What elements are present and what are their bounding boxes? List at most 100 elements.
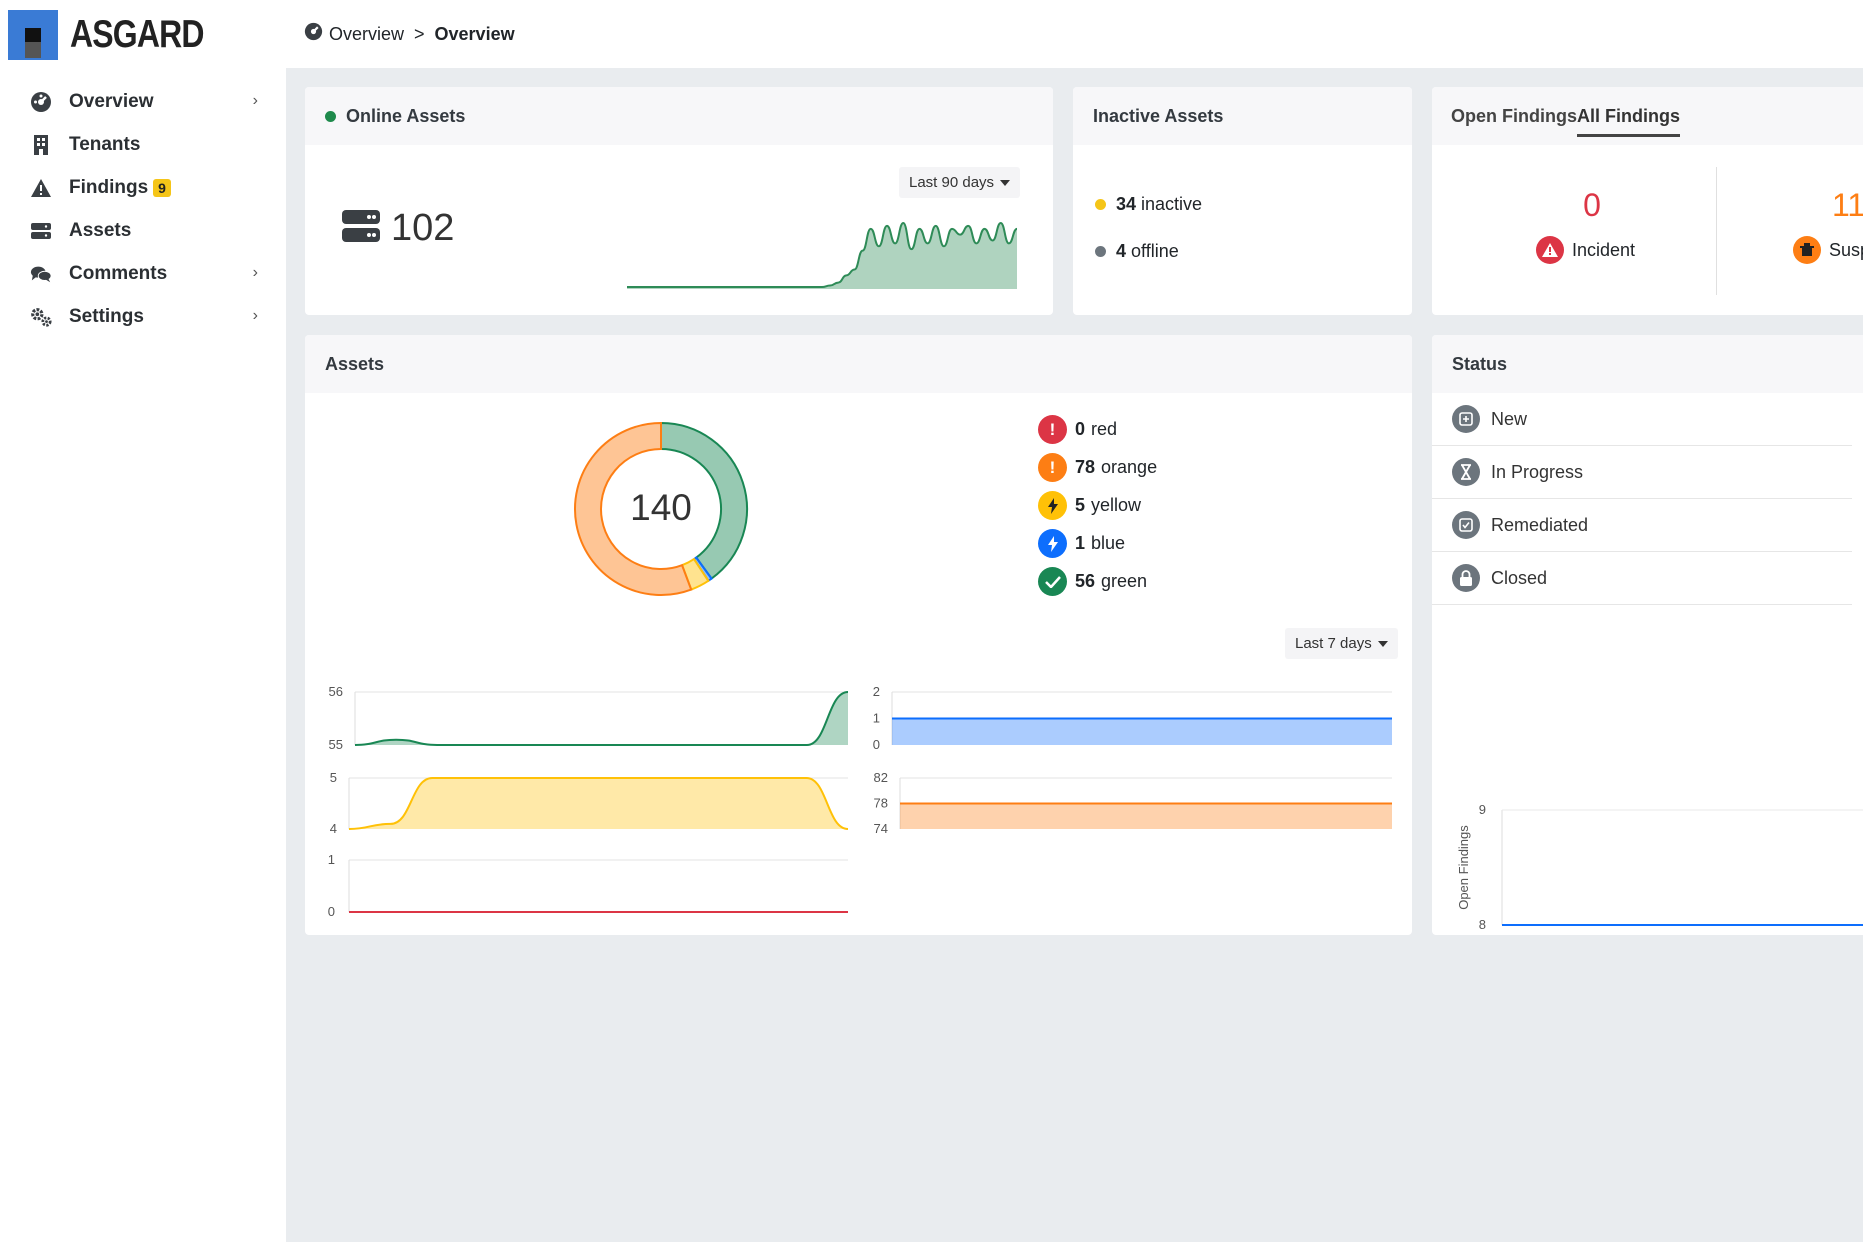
status-label: Remediated bbox=[1491, 514, 1589, 535]
tick-label-open-findings: 8 bbox=[1479, 917, 1486, 932]
status-label: In Progress bbox=[1491, 461, 1584, 482]
sidebar-item-assets[interactable]: Assets bbox=[0, 209, 286, 252]
legend-item-yellow[interactable]: 5 yellow bbox=[1038, 491, 1141, 520]
caret-down-icon bbox=[1377, 641, 1388, 648]
offline-count: 4 bbox=[1116, 241, 1127, 261]
sparkline-area bbox=[627, 223, 1017, 289]
tick-label-yellow: 5 bbox=[330, 770, 337, 785]
tick-label-red: 0 bbox=[328, 904, 335, 919]
building-icon bbox=[30, 134, 52, 156]
online-range-dropdown[interactable]: Last 90 days bbox=[899, 167, 1021, 198]
tab-all-findings[interactable]: All Findings bbox=[1577, 87, 1680, 145]
breadcrumb-root[interactable]: Overview bbox=[329, 23, 405, 44]
status-card: Status New In Progress Remediated Closed… bbox=[1432, 335, 1863, 935]
sidebar-item-label: Settings bbox=[69, 305, 144, 327]
legend-label: blue bbox=[1091, 533, 1126, 553]
sidebar-item-label: Comments bbox=[69, 262, 168, 284]
y-axis-label: Open Findings bbox=[1456, 825, 1471, 910]
series-area-blue bbox=[892, 718, 1392, 745]
chevron-right-icon: › bbox=[252, 307, 258, 324]
legend-count: 1 bbox=[1075, 533, 1086, 553]
offline-row[interactable]: 4 offline bbox=[1095, 241, 1179, 262]
warning-icon bbox=[30, 177, 52, 199]
cogs-icon bbox=[30, 306, 52, 328]
legend-count: 78 bbox=[1075, 457, 1096, 477]
open-findings-chart: 9 8 Open Findings bbox=[1456, 802, 1863, 932]
sidebar-item-overview[interactable]: Overview › bbox=[0, 80, 286, 123]
tick-label-open-findings: 9 bbox=[1479, 802, 1486, 817]
assets-header: Assets bbox=[305, 335, 1412, 393]
assets-card: Assets 140 ! 0 red ! 78 orange 5 yellow 1 bl… bbox=[305, 335, 1412, 935]
sidebar-nav: Overview › Tenants Findings 9 Assets bbox=[0, 80, 286, 338]
legend-label: green bbox=[1101, 571, 1148, 591]
legend-item-red[interactable]: ! 0 red bbox=[1038, 415, 1117, 444]
series-area-yellow bbox=[349, 778, 848, 829]
findings-count-badge: 9 bbox=[153, 178, 171, 197]
sparkline-line bbox=[627, 221, 1017, 288]
online-assets-sparkline bbox=[627, 221, 1017, 289]
series-line-green bbox=[354, 691, 849, 746]
check-icon bbox=[1038, 567, 1067, 596]
tick-label-blue: 0 bbox=[873, 737, 880, 752]
tick-label-orange: 78 bbox=[874, 796, 888, 811]
online-assets-value: 102 bbox=[391, 207, 455, 249]
series-line-yellow bbox=[348, 777, 849, 830]
assets-range-dropdown[interactable]: Last 7 days bbox=[1285, 628, 1398, 659]
status-item-in-progress[interactable]: In Progress bbox=[1432, 446, 1852, 499]
assets-total: 140 bbox=[630, 487, 692, 528]
dashboard-icon bbox=[30, 91, 52, 113]
incident-indicator[interactable]: Incident bbox=[1536, 236, 1635, 264]
exclamation-icon: ! bbox=[1038, 415, 1067, 444]
status-item-new[interactable]: New bbox=[1432, 393, 1852, 446]
legend-count: 5 bbox=[1075, 495, 1086, 515]
series-area-orange bbox=[900, 803, 1392, 829]
tick-label-orange: 74 bbox=[874, 821, 888, 836]
suspicious-label: Susp bbox=[1829, 239, 1863, 260]
online-assets-card: Online Assets 102 Last 90 days bbox=[305, 87, 1053, 315]
legend-item-orange[interactable]: ! 78 orange bbox=[1038, 453, 1157, 482]
status-item-remediated[interactable]: Remediated bbox=[1432, 499, 1852, 552]
online-assets-header: Online Assets bbox=[305, 87, 1053, 145]
suspicious-icon bbox=[1793, 236, 1821, 264]
tick-label-green: 55 bbox=[329, 737, 343, 752]
comments-icon bbox=[30, 263, 52, 285]
tick-label-blue: 2 bbox=[873, 684, 880, 699]
check-square-icon bbox=[1452, 511, 1480, 539]
hourglass-icon bbox=[1452, 458, 1480, 486]
legend-count: 0 bbox=[1075, 419, 1086, 439]
series-area-green bbox=[355, 692, 848, 745]
status-label: Closed bbox=[1491, 567, 1548, 588]
inactive-row[interactable]: 34 inactive bbox=[1095, 194, 1202, 215]
server-icon bbox=[341, 208, 381, 249]
sidebar-item-label: Findings bbox=[69, 176, 149, 198]
legend-item-blue[interactable]: 1 blue bbox=[1038, 529, 1125, 558]
top-bar: Overview > Overview bbox=[286, 0, 1863, 68]
lock-icon bbox=[1452, 564, 1480, 592]
chevron-right-icon: › bbox=[252, 92, 258, 109]
exclamation-icon: ! bbox=[1038, 453, 1067, 482]
suspicious-indicator[interactable]: Susp bbox=[1793, 236, 1863, 264]
app-name: ASGARD bbox=[70, 13, 204, 56]
sidebar-item-comments[interactable]: Comments › bbox=[0, 252, 286, 295]
legend-label: orange bbox=[1101, 457, 1158, 477]
sidebar-item-label: Assets bbox=[69, 219, 132, 241]
sidebar-item-tenants[interactable]: Tenants bbox=[0, 123, 286, 166]
findings-card: Open Findings All Findings 0 Incident 11… bbox=[1432, 87, 1863, 315]
assets-donut-chart bbox=[574, 421, 748, 596]
legend-count: 56 bbox=[1075, 571, 1096, 591]
sidebar-item-settings[interactable]: Settings › bbox=[0, 295, 286, 338]
status-item-closed[interactable]: Closed bbox=[1432, 552, 1852, 605]
legend-item-green[interactable]: 56 green bbox=[1038, 567, 1147, 596]
server-icon bbox=[30, 220, 52, 242]
incident-alert-icon bbox=[1536, 236, 1564, 264]
sidebar-item-label: Tenants bbox=[69, 133, 141, 155]
inactive-count: 34 bbox=[1116, 194, 1137, 214]
tick-label-blue: 1 bbox=[873, 711, 880, 726]
plus-square-icon bbox=[1452, 405, 1480, 433]
tab-open-findings[interactable]: Open Findings bbox=[1451, 105, 1577, 126]
tick-label-orange: 82 bbox=[874, 770, 888, 785]
assets-range-label: Last 7 days bbox=[1295, 635, 1372, 652]
sidebar-item-findings[interactable]: Findings 9 bbox=[0, 166, 286, 209]
app-logo[interactable]: ASGARD bbox=[8, 10, 233, 60]
inactive-label: inactive bbox=[1141, 194, 1203, 214]
